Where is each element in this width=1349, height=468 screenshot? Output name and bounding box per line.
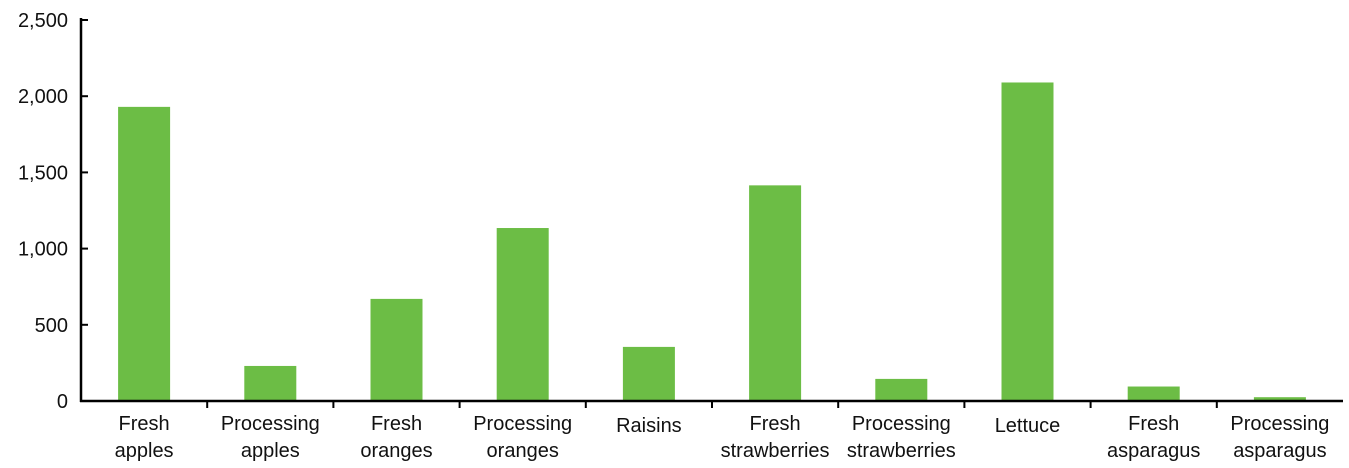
x-category-label: Processing asparagus — [1230, 413, 1329, 462]
bar — [875, 378, 928, 401]
x-category-label-line: oranges — [487, 440, 559, 462]
x-category-label: Fresh asparagus — [1107, 413, 1200, 462]
y-tick-label: 2,500 — [18, 10, 68, 32]
bar — [118, 106, 171, 402]
x-category-label-line: strawberries — [847, 440, 956, 462]
x-category-label-line: strawberries — [721, 440, 830, 462]
x-category-label-line: asparagus — [1107, 440, 1200, 462]
bar — [622, 346, 675, 401]
y-axis-ticks: 0 500 1,000 1,500 2,000 2,500 — [18, 10, 88, 413]
y-tick-label: 1,500 — [18, 162, 68, 184]
x-category-label-line: Processing — [1230, 413, 1329, 435]
bar — [496, 228, 549, 401]
x-category-label-line: Fresh — [119, 413, 170, 435]
x-category-label-line: Processing — [221, 413, 320, 435]
x-category-label-line: apples — [241, 440, 300, 462]
bar — [370, 298, 423, 401]
bar — [1127, 386, 1180, 401]
x-category-label-line: Fresh — [1128, 413, 1179, 435]
x-category-label: Lettuce — [995, 415, 1061, 437]
x-category-label: Fresh apples — [115, 413, 174, 462]
x-category-label-line: Raisins — [616, 415, 682, 437]
y-tick-label: 1,000 — [18, 239, 68, 261]
x-category-label-line: Processing — [473, 413, 572, 435]
x-category-label-line: asparagus — [1233, 440, 1326, 462]
x-category-label: Processing apples — [221, 413, 320, 462]
x-category-label: Fresh oranges — [360, 413, 432, 462]
x-category-label-line: oranges — [360, 440, 432, 462]
x-category-label: Raisins — [616, 415, 682, 437]
x-category-label: Fresh strawberries — [721, 413, 830, 462]
y-tick-label: 500 — [35, 315, 68, 337]
x-category-label-line: Processing — [852, 413, 951, 435]
bar — [1001, 82, 1054, 401]
x-category-label: Processing oranges — [473, 413, 572, 462]
bar — [244, 365, 297, 401]
bar — [1253, 397, 1306, 401]
y-tick-label: 0 — [57, 391, 68, 413]
x-category-label-line: apples — [115, 440, 174, 462]
bar — [749, 185, 802, 401]
bars — [118, 82, 1306, 402]
y-tick-label: 2,000 — [18, 86, 68, 108]
x-category-label-line: Lettuce — [995, 415, 1061, 437]
x-category-label-line: Fresh — [371, 413, 422, 435]
x-category-label-line: Fresh — [750, 413, 801, 435]
x-category-label: Processing strawberries — [847, 413, 956, 462]
